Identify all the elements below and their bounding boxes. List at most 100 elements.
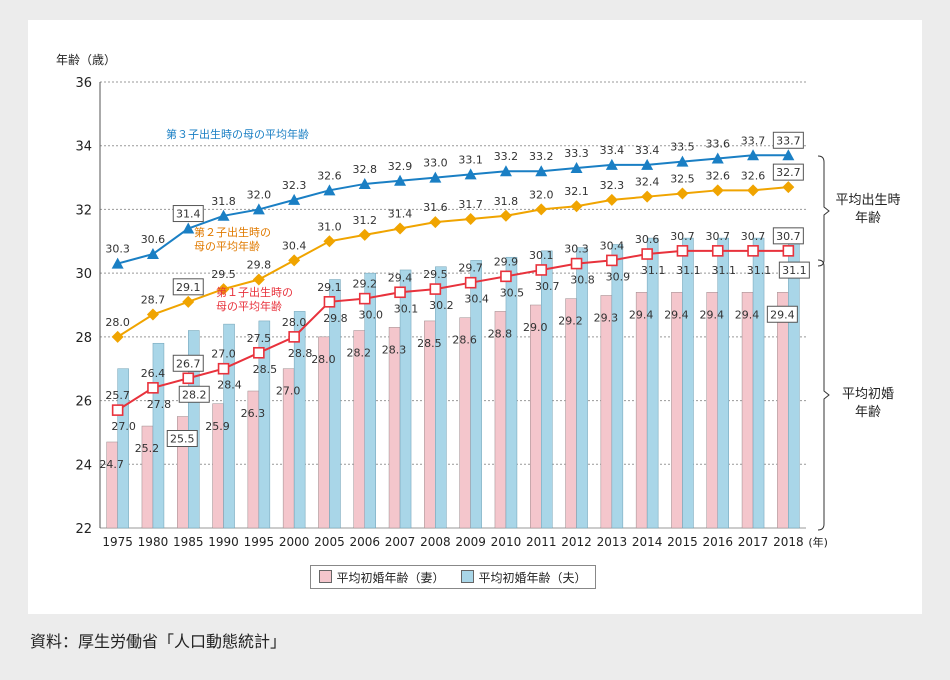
y-tick-label: 28 [75, 331, 92, 346]
value-label-husband: 27.0 [111, 420, 135, 433]
value-label-husband: 31.1 [712, 264, 737, 277]
line-second [117, 186, 789, 338]
marker-first-child [535, 264, 548, 276]
x-tick-label: 2008 [420, 535, 451, 549]
bar-wife [424, 320, 436, 529]
group-label-birth-1: 平均出生時 [835, 193, 900, 208]
value-label-wife: 29.4 [735, 308, 760, 321]
bar-husband [541, 250, 553, 529]
value-label-wife: 28.0 [311, 353, 336, 366]
marker-second-child [499, 209, 512, 222]
annotation-second-child-1: 第２子出生時の [194, 225, 271, 239]
chart-panel: 22 24 26 28 30 32 34 36 年齢（歳） 1975 1980 1985 1990 199… [28, 20, 922, 614]
x-unit-label: (年) [808, 535, 828, 549]
marker-second-child [641, 190, 654, 203]
marker-second-child [394, 222, 407, 235]
legend-swatch-wife [319, 569, 333, 583]
value-label-third: 33.4 [600, 144, 625, 157]
y-tick-label: 26 [75, 395, 92, 410]
value-label-wife: 27.0 [276, 385, 301, 398]
bar-wife [459, 317, 471, 529]
value-label-husband: 28.5 [253, 363, 278, 376]
value-label-box [772, 163, 804, 181]
x-tick-label: 2009 [455, 535, 486, 549]
marker-second-child [429, 216, 442, 229]
value-label-first: 30.1 [529, 249, 554, 262]
value-label-wife: 25.2 [135, 442, 160, 455]
marker-second-child [252, 273, 265, 286]
value-label-wife: 29.0 [523, 321, 548, 334]
value-label-third: 32.3 [282, 179, 307, 192]
value-label-husband: 30.1 [394, 302, 419, 315]
marker-first-child [288, 331, 300, 343]
bar-husband [399, 269, 412, 529]
value-label-box [172, 354, 204, 372]
value-label-second: 31.2 [353, 214, 378, 227]
marker-third-child [358, 177, 371, 189]
value-label-second: 29.5 [211, 268, 236, 281]
marker-third-child [217, 209, 230, 221]
value-label-wife: 29.4 [629, 308, 654, 321]
bar-wife [388, 327, 401, 529]
legend-item-husband: 平均初婚年齢（夫） [461, 569, 587, 586]
value-label-first: 27.5 [247, 332, 272, 345]
marker-second-child [464, 212, 477, 225]
value-label-wife: 29.4 [770, 308, 795, 321]
y-axis-title: 年齢（歳） [56, 52, 116, 67]
marker-second-child [288, 254, 301, 267]
marker-first-child [782, 245, 795, 257]
bar-wife [565, 298, 577, 529]
x-tick-label: 1985 [173, 535, 204, 549]
bar-wife [741, 292, 754, 529]
y-tick-label: 24 [75, 458, 92, 473]
x-tick-label: 2016 [702, 535, 733, 549]
bar-wife [671, 292, 683, 529]
marker-third-child [394, 174, 407, 186]
value-label-first: 30.7 [670, 230, 695, 243]
marker-first-child [676, 245, 689, 257]
marker-third-child [747, 149, 760, 161]
value-label-husband: 30.0 [359, 309, 384, 322]
value-label-third: 33.6 [706, 137, 731, 150]
value-label-third: 31.8 [211, 195, 236, 208]
bar-husband [258, 320, 271, 529]
line-third [117, 154, 789, 265]
x-tick-label: 2014 [632, 535, 663, 549]
value-label-husband: 30.4 [464, 293, 489, 306]
value-label-first: 26.4 [141, 367, 166, 380]
value-label-second: 29.8 [247, 259, 272, 272]
marker-third-child [111, 257, 124, 269]
marker-second-child [182, 295, 195, 308]
annotation-first-child-1: 第１子出生時の [216, 285, 293, 299]
value-label-first: 30.7 [741, 230, 766, 243]
marker-second-child [358, 228, 371, 241]
x-tick-label: 1975 [102, 535, 133, 549]
value-label-first: 29.4 [388, 271, 413, 284]
value-label-second: 32.1 [564, 185, 589, 198]
value-label-third: 32.8 [353, 163, 378, 176]
value-label-husband: 27.8 [147, 398, 172, 411]
value-label-third: 33.2 [494, 150, 519, 163]
bar-husband [364, 272, 376, 529]
x-tick-label: 2000 [279, 535, 310, 549]
marker-second-child [605, 193, 618, 206]
value-label-third: 33.2 [529, 150, 554, 163]
x-tick-label: 2011 [526, 535, 557, 549]
annotation-first-child-2: 母の平均年齢 [216, 299, 282, 313]
marker-third-child [288, 193, 301, 205]
marker-second-child [217, 283, 230, 296]
bar-husband [682, 237, 694, 529]
value-label-second: 31.4 [388, 208, 413, 221]
bar-wife [777, 292, 789, 529]
legend-label-wife: 平均初婚年齢（妻） [336, 570, 445, 585]
value-label-second: 32.7 [776, 166, 801, 179]
legend-label-husband: 平均初婚年齢（夫） [478, 570, 587, 585]
value-label-wife: 29.3 [594, 311, 619, 324]
value-label-third: 31.4 [176, 208, 201, 221]
value-label-first: 27.0 [211, 348, 236, 361]
marker-first-child [711, 245, 724, 257]
value-label-third: 33.3 [564, 147, 589, 160]
value-label-second: 31.6 [423, 201, 448, 214]
bar-wife [600, 295, 613, 529]
x-tick-label: 2018 [773, 535, 804, 549]
